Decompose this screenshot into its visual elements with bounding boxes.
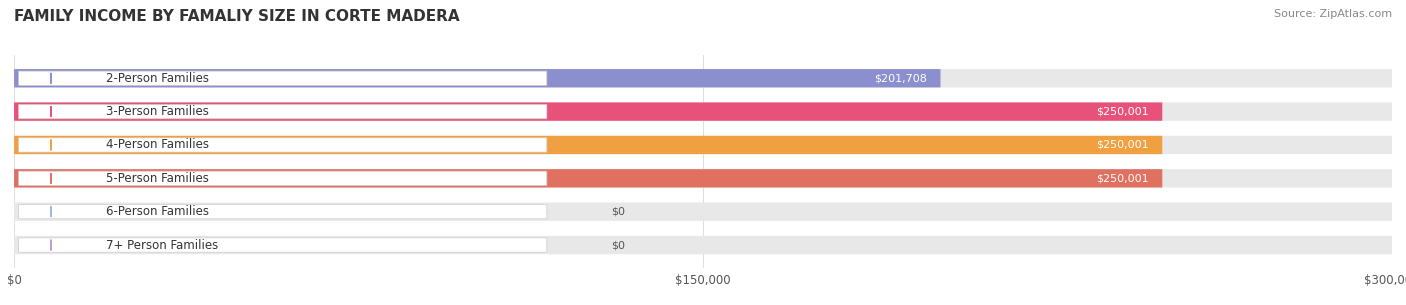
FancyBboxPatch shape [14, 136, 1392, 154]
FancyBboxPatch shape [14, 236, 1392, 254]
FancyBboxPatch shape [18, 171, 547, 185]
Text: $250,001: $250,001 [1095, 107, 1149, 117]
FancyBboxPatch shape [14, 69, 941, 88]
Text: 2-Person Families: 2-Person Families [105, 72, 209, 85]
Text: $201,708: $201,708 [875, 73, 927, 83]
Text: FAMILY INCOME BY FAMALIY SIZE IN CORTE MADERA: FAMILY INCOME BY FAMALIY SIZE IN CORTE M… [14, 9, 460, 24]
Text: 5-Person Families: 5-Person Families [105, 172, 209, 185]
FancyBboxPatch shape [14, 203, 1392, 221]
Text: 4-Person Families: 4-Person Families [105, 138, 209, 152]
FancyBboxPatch shape [18, 238, 547, 252]
FancyBboxPatch shape [14, 169, 1392, 188]
FancyBboxPatch shape [14, 136, 1163, 154]
Text: $250,001: $250,001 [1095, 173, 1149, 183]
Text: 3-Person Families: 3-Person Families [105, 105, 209, 118]
FancyBboxPatch shape [18, 104, 547, 119]
Text: $0: $0 [612, 240, 626, 250]
Text: 7+ Person Families: 7+ Person Families [105, 239, 218, 252]
FancyBboxPatch shape [14, 102, 1392, 121]
FancyBboxPatch shape [18, 205, 547, 219]
Text: $250,001: $250,001 [1095, 140, 1149, 150]
Text: 6-Person Families: 6-Person Families [105, 205, 209, 218]
FancyBboxPatch shape [14, 169, 1163, 188]
FancyBboxPatch shape [18, 71, 547, 85]
FancyBboxPatch shape [14, 102, 1163, 121]
FancyBboxPatch shape [14, 69, 1392, 88]
FancyBboxPatch shape [18, 138, 547, 152]
Text: Source: ZipAtlas.com: Source: ZipAtlas.com [1274, 9, 1392, 19]
Text: $0: $0 [612, 207, 626, 217]
